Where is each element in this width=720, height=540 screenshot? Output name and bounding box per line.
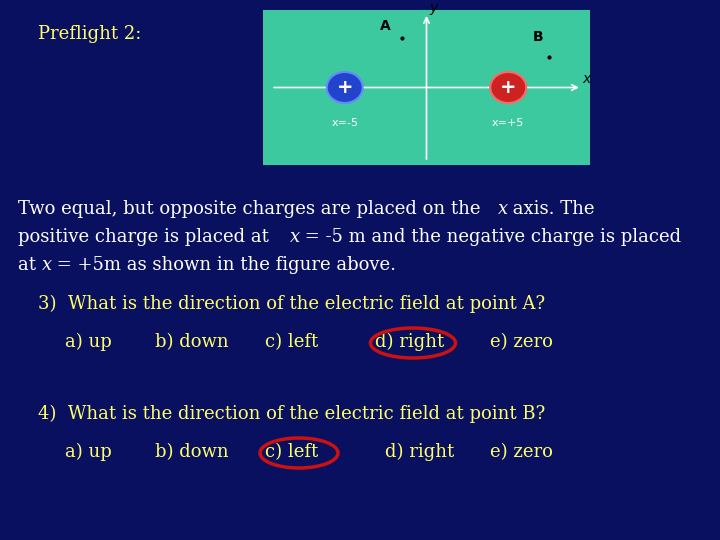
- Text: x=-5: x=-5: [331, 118, 359, 129]
- Ellipse shape: [490, 72, 526, 103]
- Text: = +5m as shown in the figure above.: = +5m as shown in the figure above.: [51, 256, 396, 274]
- Text: x=+5: x=+5: [492, 118, 524, 129]
- Text: +: +: [336, 78, 353, 97]
- Text: d) right: d) right: [375, 333, 444, 351]
- Text: a) up: a) up: [65, 443, 112, 461]
- Text: B: B: [532, 30, 543, 44]
- Text: c) left: c) left: [265, 443, 318, 461]
- Text: e) zero: e) zero: [490, 443, 553, 461]
- Text: e) zero: e) zero: [490, 333, 553, 351]
- Text: x: x: [289, 228, 300, 246]
- Text: A: A: [380, 19, 391, 33]
- Text: a) up: a) up: [65, 333, 112, 351]
- Bar: [263, 10, 590, 165]
- Text: positive charge is placed at: positive charge is placed at: [18, 228, 274, 246]
- Text: +: +: [500, 78, 516, 97]
- Ellipse shape: [327, 72, 363, 103]
- Text: x: x: [582, 72, 591, 86]
- Text: b) down: b) down: [155, 443, 229, 461]
- Text: 3)  What is the direction of the electric field at point A?: 3) What is the direction of the electric…: [38, 295, 545, 313]
- Text: y: y: [429, 1, 437, 15]
- Text: b) down: b) down: [155, 333, 229, 351]
- Text: x: x: [498, 200, 508, 218]
- Text: at: at: [18, 256, 42, 274]
- Text: axis. The: axis. The: [507, 200, 595, 218]
- Text: Preflight 2:: Preflight 2:: [38, 25, 141, 43]
- Text: = -5 m and the negative charge is placed: = -5 m and the negative charge is placed: [299, 228, 680, 246]
- Text: x: x: [42, 256, 53, 274]
- Text: Two equal, but opposite charges are placed on the: Two equal, but opposite charges are plac…: [18, 200, 486, 218]
- Text: 4)  What is the direction of the electric field at point B?: 4) What is the direction of the electric…: [38, 405, 545, 423]
- Text: c) left: c) left: [265, 333, 318, 351]
- Text: d) right: d) right: [385, 443, 454, 461]
